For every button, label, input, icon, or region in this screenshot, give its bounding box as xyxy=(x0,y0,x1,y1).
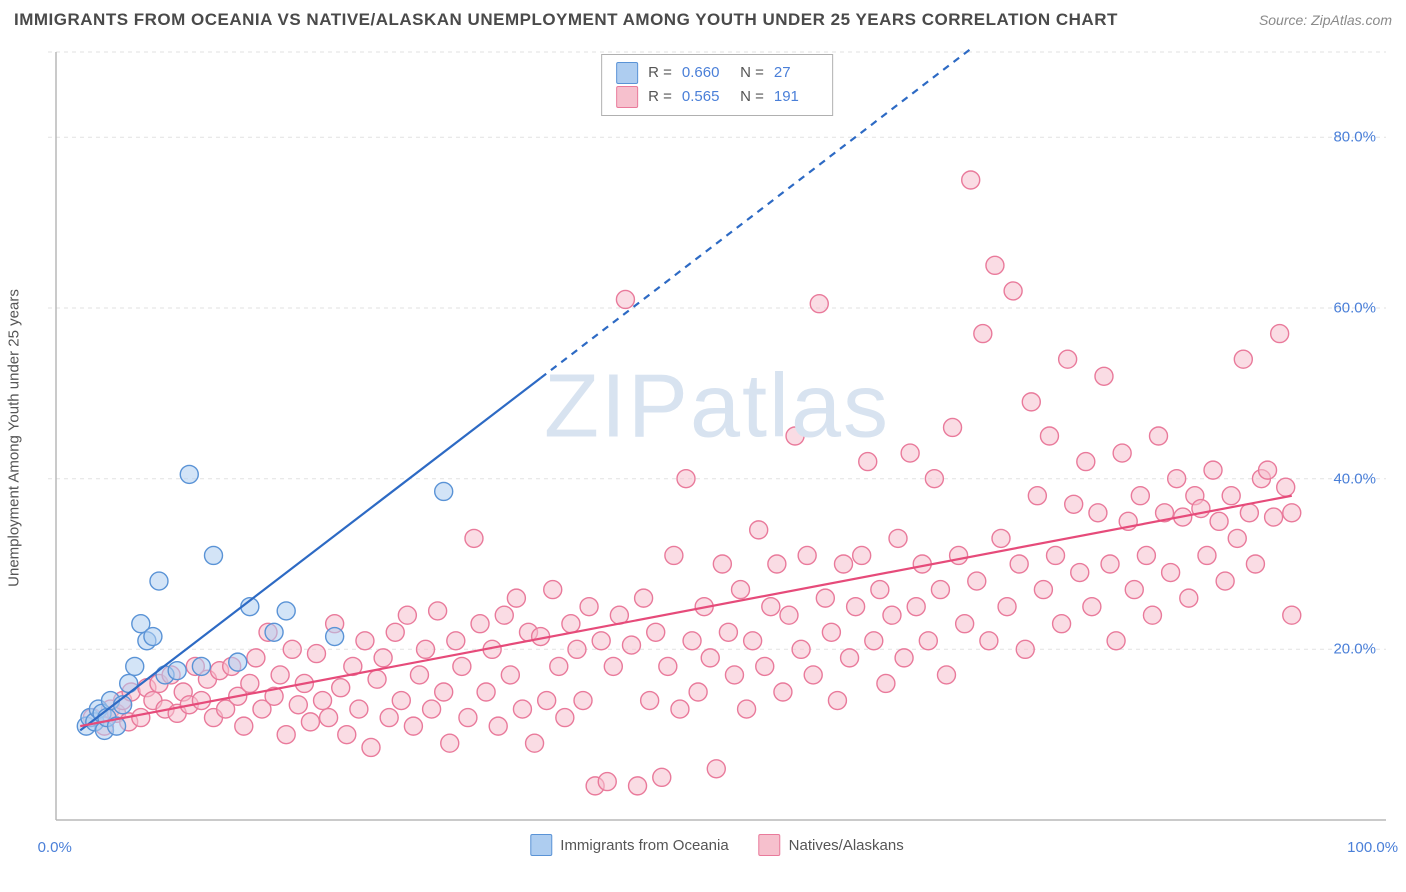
scatter-plot xyxy=(48,48,1386,828)
y-tick-label: 40.0% xyxy=(1333,470,1376,487)
swatch-oceania-icon xyxy=(530,834,552,856)
y-tick-label: 60.0% xyxy=(1333,299,1376,316)
legend-label-natives: Natives/Alaskans xyxy=(789,837,904,854)
legend-label-oceania: Immigrants from Oceania xyxy=(560,837,728,854)
y-tick-label: 20.0% xyxy=(1333,641,1376,658)
chart-title: IMMIGRANTS FROM OCEANIA VS NATIVE/ALASKA… xyxy=(14,10,1118,30)
r-value-oceania: 0.660 xyxy=(682,61,726,85)
source-label: Source: ZipAtlas.com xyxy=(1259,12,1392,28)
x-tick-min: 0.0% xyxy=(38,839,72,856)
x-tick-max: 100.0% xyxy=(1347,839,1398,856)
y-axis-label: Unemployment Among Youth under 25 years xyxy=(6,289,23,587)
header: IMMIGRANTS FROM OCEANIA VS NATIVE/ALASKA… xyxy=(14,10,1392,30)
legend-row-natives: R =0.565 N =191 xyxy=(616,85,818,109)
r-value-natives: 0.565 xyxy=(682,85,726,109)
swatch-oceania xyxy=(616,62,638,84)
swatch-natives xyxy=(616,86,638,108)
n-value-natives: 191 xyxy=(774,85,818,109)
bottom-legend: Immigrants from Oceania Natives/Alaskans xyxy=(530,834,903,856)
legend-item-natives: Natives/Alaskans xyxy=(759,834,904,856)
legend-row-oceania: R =0.660 N =27 xyxy=(616,61,818,85)
n-value-oceania: 27 xyxy=(774,61,818,85)
correlation-legend-box: R =0.660 N =27 R =0.565 N =191 xyxy=(601,54,833,116)
legend-item-oceania: Immigrants from Oceania xyxy=(530,834,728,856)
swatch-natives-icon xyxy=(759,834,781,856)
y-tick-label: 80.0% xyxy=(1333,129,1376,146)
chart-area: Unemployment Among Youth under 25 years … xyxy=(48,48,1386,828)
